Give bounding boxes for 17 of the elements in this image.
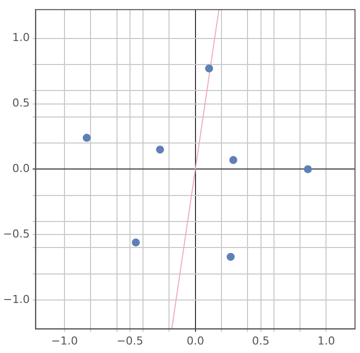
point bbox=[226, 252, 235, 261]
point bbox=[304, 165, 312, 174]
point bbox=[229, 156, 238, 164]
x-tick-label: 1.0 bbox=[317, 334, 335, 348]
point bbox=[82, 134, 91, 142]
point bbox=[205, 64, 214, 72]
y-tick-label: −0.5 bbox=[2, 227, 30, 240]
point bbox=[156, 146, 164, 154]
point bbox=[132, 238, 140, 246]
y-tick-label: −1.0 bbox=[2, 292, 30, 306]
x-tick-label: −1.0 bbox=[51, 334, 78, 348]
y-tick-label: 1.0 bbox=[12, 31, 30, 44]
x-tick-label: 0.0 bbox=[186, 334, 204, 348]
x-tick-label: 0.5 bbox=[252, 334, 270, 348]
y-tick-label: 0.5 bbox=[12, 96, 30, 110]
x-tick-label: −0.5 bbox=[116, 334, 144, 348]
y-tick-label: 0.0 bbox=[12, 162, 30, 176]
